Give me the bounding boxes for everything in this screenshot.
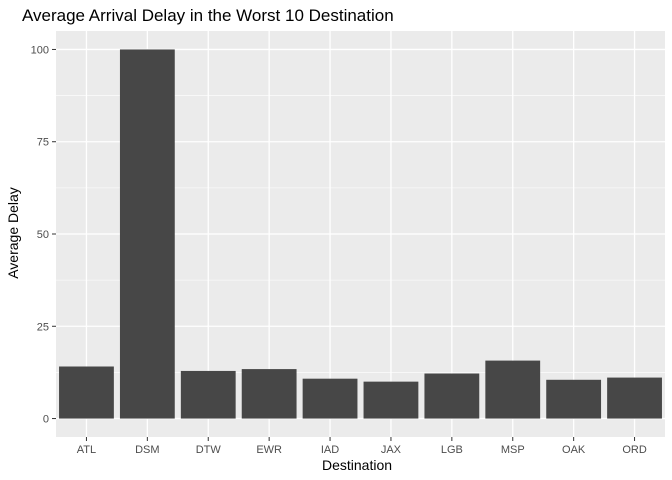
bar-lgb (424, 373, 480, 419)
bar-oak (546, 379, 602, 419)
x-tick-label: DSM (135, 444, 159, 456)
bars (59, 49, 662, 419)
x-tick-label: OAK (562, 444, 586, 456)
chart-title: Average Arrival Delay in the Worst 10 De… (22, 6, 394, 25)
x-tick-label: DTW (196, 444, 222, 456)
x-tick-label: ORD (622, 444, 647, 456)
y-tick-label: 0 (43, 414, 49, 426)
y-axis-title: Average Delay (5, 187, 21, 279)
bar-msp (485, 360, 541, 419)
y-tick-label: 50 (37, 229, 49, 241)
x-tick-label: LGB (441, 444, 463, 456)
x-tick-label: ATL (77, 444, 96, 456)
x-tick-label: EWR (256, 444, 282, 456)
bar-dsm (119, 49, 175, 419)
bar-ewr (241, 369, 297, 419)
x-tick-label: MSP (501, 444, 525, 456)
bar-iad (302, 378, 358, 419)
bar-ord (607, 377, 662, 419)
y-tick-label: 75 (37, 137, 49, 149)
y-tick-label: 25 (37, 321, 49, 333)
bar-dtw (180, 370, 236, 419)
y-tick-label: 100 (31, 44, 49, 56)
axes: 0 25 50 75 100 ATL DSM DTW EWR IAD JAX LGB MSP OAK ORD (31, 44, 647, 456)
bar-atl (59, 366, 114, 419)
x-tick-label: JAX (381, 444, 402, 456)
x-tick-label: IAD (321, 444, 339, 456)
x-axis-title: Destination (322, 457, 392, 473)
bar-jax (363, 381, 419, 419)
